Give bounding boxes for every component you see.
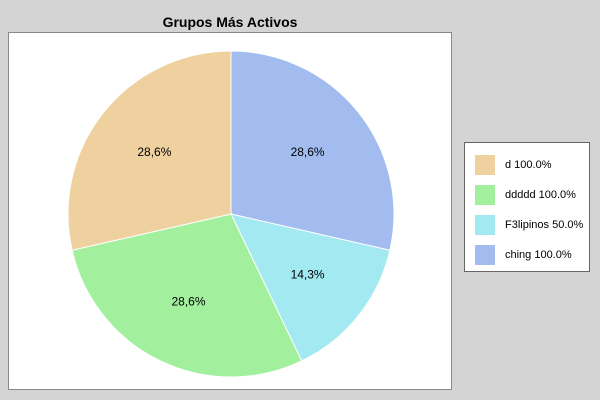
pie-chart: 28,6% 14,3% 28,6% 28,6% xyxy=(67,50,395,378)
legend-swatch xyxy=(475,215,495,235)
chart-title: Grupos Más Activos xyxy=(162,14,298,30)
slice-label: 28,6% xyxy=(171,294,205,308)
legend: d 100.0% ddddd 100.0% F3lipinos 50.0% ch… xyxy=(464,142,590,272)
pie-slice xyxy=(230,213,391,362)
legend-swatch xyxy=(475,245,495,265)
slice-label: 28,6% xyxy=(291,145,325,159)
legend-swatch xyxy=(475,155,495,175)
plot-area: 28,6% 14,3% 28,6% 28,6% xyxy=(8,32,452,390)
pie-slice xyxy=(230,50,395,251)
slice-label: 28,6% xyxy=(137,145,171,159)
legend-item-d: d 100.0% xyxy=(475,155,551,175)
legend-item-ching: ching 100.0% xyxy=(475,245,572,265)
pie-slice xyxy=(67,50,232,251)
legend-label: ching 100.0% xyxy=(505,249,572,261)
legend-item-ddddd: ddddd 100.0% xyxy=(475,185,576,205)
legend-label: d 100.0% xyxy=(505,159,552,171)
legend-item-f3lipinos: F3lipinos 50.0% xyxy=(475,215,583,235)
pie-slice xyxy=(71,213,303,378)
legend-label: F3lipinos 50.0% xyxy=(505,219,584,231)
legend-label: ddddd 100.0% xyxy=(505,189,576,201)
slice-label: 14,3% xyxy=(291,267,325,281)
legend-swatch xyxy=(475,185,495,205)
